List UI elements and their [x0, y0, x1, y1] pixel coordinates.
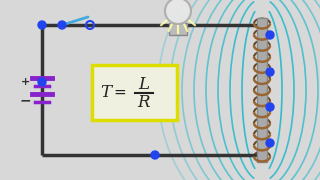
Circle shape [165, 0, 191, 24]
Text: L: L [139, 76, 149, 93]
Circle shape [266, 139, 274, 147]
FancyBboxPatch shape [92, 65, 177, 120]
Text: =: = [114, 85, 126, 100]
Circle shape [151, 151, 159, 159]
Text: +: + [20, 77, 30, 87]
Text: −: − [19, 93, 31, 107]
Bar [257, 18, 267, 162]
Circle shape [266, 103, 274, 111]
Circle shape [38, 21, 46, 29]
Text: T: T [100, 84, 112, 101]
Circle shape [266, 31, 274, 39]
Bar [169, 23, 187, 35]
Circle shape [266, 68, 274, 76]
Text: R: R [138, 94, 150, 111]
Circle shape [58, 21, 66, 29]
Circle shape [38, 78, 46, 86]
